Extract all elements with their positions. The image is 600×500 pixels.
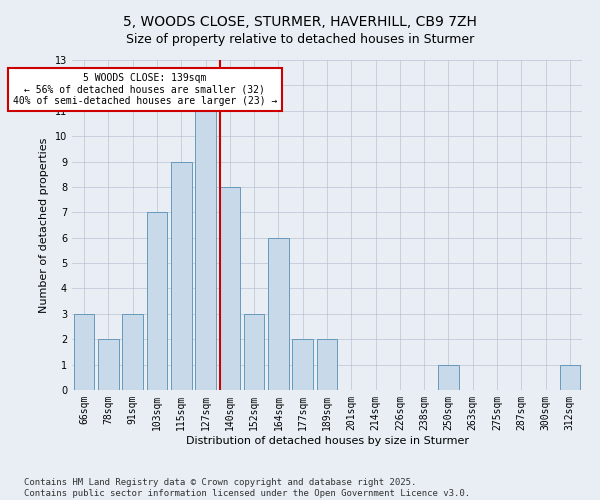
Bar: [220, 187, 240, 390]
Bar: [438, 364, 459, 390]
Text: Size of property relative to detached houses in Sturmer: Size of property relative to detached ho…: [126, 32, 474, 46]
Text: 5 WOODS CLOSE: 139sqm
← 56% of detached houses are smaller (32)
40% of semi-deta: 5 WOODS CLOSE: 139sqm ← 56% of detached …: [13, 72, 277, 106]
Bar: [98, 339, 119, 390]
Bar: [74, 314, 94, 390]
Bar: [292, 339, 313, 390]
Text: 5, WOODS CLOSE, STURMER, HAVERHILL, CB9 7ZH: 5, WOODS CLOSE, STURMER, HAVERHILL, CB9 …: [123, 15, 477, 29]
Bar: [268, 238, 289, 390]
X-axis label: Distribution of detached houses by size in Sturmer: Distribution of detached houses by size …: [185, 436, 469, 446]
Bar: [317, 339, 337, 390]
Bar: [122, 314, 143, 390]
Bar: [244, 314, 265, 390]
Text: Contains HM Land Registry data © Crown copyright and database right 2025.
Contai: Contains HM Land Registry data © Crown c…: [24, 478, 470, 498]
Bar: [195, 111, 216, 390]
Bar: [146, 212, 167, 390]
Y-axis label: Number of detached properties: Number of detached properties: [39, 138, 49, 312]
Bar: [171, 162, 191, 390]
Bar: [560, 364, 580, 390]
